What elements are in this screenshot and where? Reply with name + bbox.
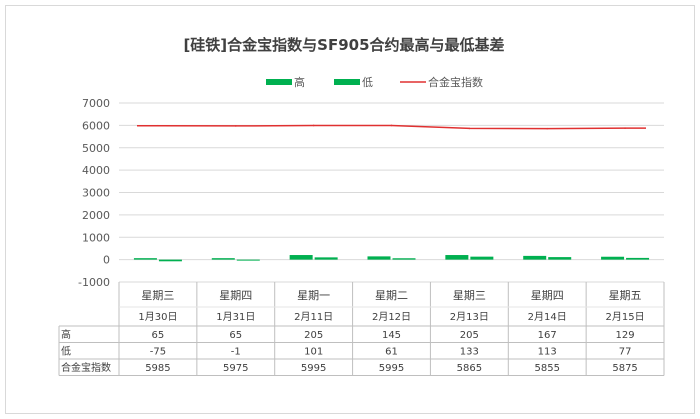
category-day-label: 星期四 <box>531 289 564 302</box>
table-cell: 113 <box>538 347 557 358</box>
y-tick-label: -1000 <box>78 276 110 289</box>
data-table: 星期三 1月30日 星期四 1月31日 星期一 2月11日 星期二 2月12日 星期三 2月13日… <box>58 282 665 376</box>
index-point <box>468 127 471 130</box>
index-point <box>234 125 237 127</box>
bar-high <box>367 256 391 260</box>
index-point <box>312 124 315 127</box>
table-cell: 205 <box>460 330 479 341</box>
chart-frame: [硅铁]合金宝指数与SF905合约最高与最低基差 高低合金宝指数 7000 600… <box>5 5 695 414</box>
table-row-label: 合金宝指数 <box>61 361 111 374</box>
bar-low <box>626 257 650 260</box>
legend: 高 低 合金宝指数 <box>266 75 483 89</box>
y-tick-label: 2000 <box>82 209 110 222</box>
legend-label: 低 <box>362 76 373 89</box>
y-tick-label: 4000 <box>82 164 110 177</box>
y-tick-label: 7000 <box>82 97 110 110</box>
table-cell: 205 <box>304 330 323 341</box>
table-cell: 129 <box>616 330 635 341</box>
bar-high <box>523 255 547 260</box>
table-cell: 65 <box>229 330 242 341</box>
table-cell: 133 <box>460 347 479 358</box>
category-day-label: 星期三 <box>141 289 174 302</box>
grid <box>119 102 664 283</box>
chart-title: [硅铁]合金宝指数与SF905合约最高与最低基差 <box>183 36 504 54</box>
category-date-label: 2月11日 <box>294 311 333 323</box>
legend-swatch <box>266 79 292 85</box>
y-tick-label: 1000 <box>82 231 110 244</box>
category-day-label: 星期四 <box>219 289 252 302</box>
legend-swatch <box>334 79 360 85</box>
category-day-label: 星期二 <box>375 289 408 302</box>
bar-high <box>289 255 313 260</box>
y-tick-label: 0 <box>103 254 110 267</box>
table-cell: 77 <box>619 347 632 358</box>
category-date-label: 2月15日 <box>606 311 645 323</box>
line-series <box>137 124 646 130</box>
y-axis: 7000 6000 5000 4000 3000 2000 1000 0 -1000 <box>78 97 110 289</box>
table-cell: 5865 <box>457 363 482 374</box>
bar-low <box>470 256 494 260</box>
table-row-label: 高 <box>61 328 71 341</box>
table-cell: 5975 <box>223 363 248 374</box>
bar-low <box>548 257 572 260</box>
y-tick-label: 6000 <box>82 119 110 132</box>
index-point <box>546 127 549 130</box>
bar-low <box>392 258 416 260</box>
y-tick-label: 3000 <box>82 187 110 200</box>
table-row-label: 低 <box>61 345 71 358</box>
category-date-label: 2月14日 <box>528 311 567 323</box>
y-tick-label: 5000 <box>82 142 110 155</box>
category-day-label: 星期五 <box>609 289 642 302</box>
bar-high <box>133 258 157 260</box>
table-cell: -1 <box>231 347 241 358</box>
bar-high <box>211 258 235 260</box>
table-cell: 5995 <box>301 363 326 374</box>
table-cell: 5985 <box>145 363 170 374</box>
chart-svg: [硅铁]合金宝指数与SF905合约最高与最低基差 高低合金宝指数 7000600… <box>58 36 665 376</box>
table-cell: 167 <box>538 330 557 341</box>
table-cell: 61 <box>385 347 398 358</box>
table-cell: 101 <box>304 347 323 358</box>
table-cell: 5855 <box>534 363 559 374</box>
table-cell: 5875 <box>612 363 637 374</box>
category-day-label: 星期三 <box>453 289 486 302</box>
index-point <box>390 124 393 127</box>
bar-high <box>445 255 469 260</box>
bar-low <box>314 257 338 260</box>
category-date-label: 2月12日 <box>372 311 411 323</box>
bar-high <box>601 256 625 260</box>
category-date-label: 2月13日 <box>450 311 489 323</box>
legend-label: 合金宝指数 <box>428 75 483 89</box>
category-date-label: 1月30日 <box>138 311 177 323</box>
category-date-label: 1月31日 <box>216 311 255 323</box>
table-cell: 145 <box>382 330 401 341</box>
table-cell: 5995 <box>379 363 404 374</box>
table-cell: 65 <box>152 330 165 341</box>
bar-low <box>158 259 182 262</box>
category-day-label: 星期一 <box>297 289 330 302</box>
table-cell: -75 <box>150 347 166 358</box>
bars <box>133 255 650 262</box>
legend-label: 高 <box>294 75 305 89</box>
bar-low <box>236 259 260 261</box>
